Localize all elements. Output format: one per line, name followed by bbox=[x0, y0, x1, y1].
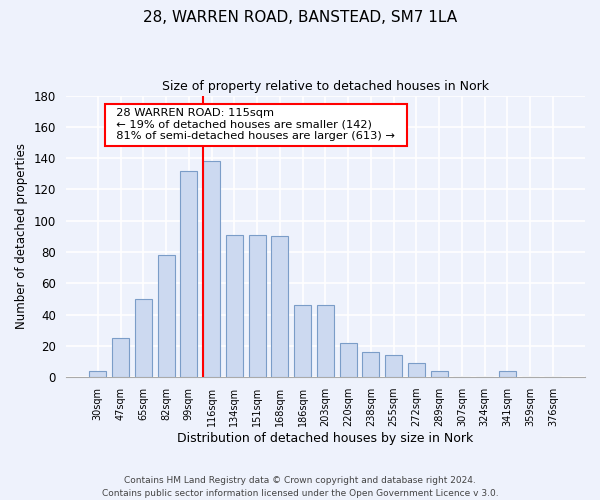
Bar bbox=[135, 299, 152, 377]
Bar bbox=[180, 170, 197, 377]
Bar bbox=[362, 352, 379, 377]
X-axis label: Distribution of detached houses by size in Nork: Distribution of detached houses by size … bbox=[177, 432, 473, 445]
Bar bbox=[340, 343, 356, 377]
Bar bbox=[203, 162, 220, 377]
Title: Size of property relative to detached houses in Nork: Size of property relative to detached ho… bbox=[162, 80, 489, 93]
Text: Contains HM Land Registry data © Crown copyright and database right 2024.
Contai: Contains HM Land Registry data © Crown c… bbox=[101, 476, 499, 498]
Bar bbox=[408, 363, 425, 377]
Bar bbox=[112, 338, 129, 377]
Bar bbox=[294, 305, 311, 377]
Bar bbox=[226, 235, 243, 377]
Bar bbox=[158, 255, 175, 377]
Bar bbox=[431, 371, 448, 377]
Bar bbox=[89, 371, 106, 377]
Text: 28, WARREN ROAD, BANSTEAD, SM7 1LA: 28, WARREN ROAD, BANSTEAD, SM7 1LA bbox=[143, 10, 457, 25]
Text: 28 WARREN ROAD: 115sqm
  ← 19% of detached houses are smaller (142)
  81% of sem: 28 WARREN ROAD: 115sqm ← 19% of detached… bbox=[109, 108, 402, 142]
Bar bbox=[499, 371, 516, 377]
Bar bbox=[248, 235, 266, 377]
Bar bbox=[317, 305, 334, 377]
Bar bbox=[385, 356, 402, 377]
Bar bbox=[271, 236, 289, 377]
Y-axis label: Number of detached properties: Number of detached properties bbox=[15, 144, 28, 330]
